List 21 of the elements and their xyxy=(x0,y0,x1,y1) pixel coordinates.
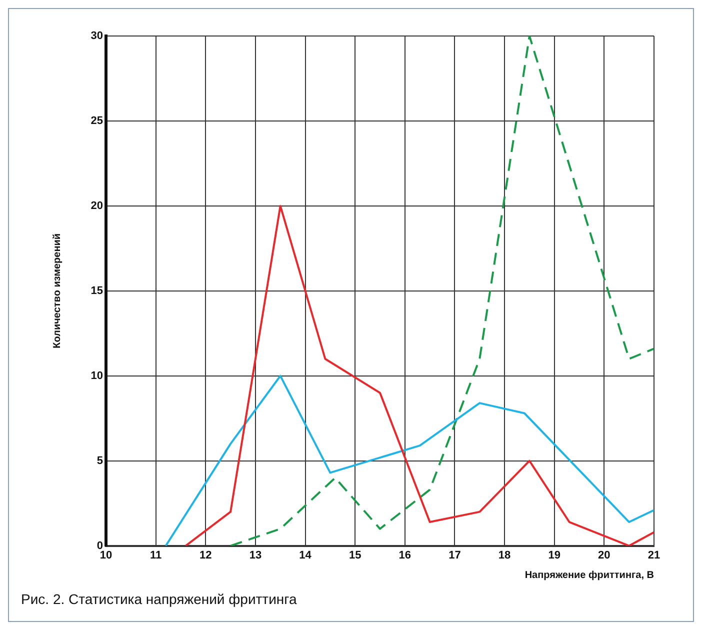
x-tick-label: 16 xyxy=(398,549,412,562)
x-tick-label: 12 xyxy=(200,549,212,562)
x-tick-label: 20 xyxy=(598,549,610,562)
y-axis-title: Количество измерений xyxy=(52,233,63,348)
x-tick-label: 14 xyxy=(299,549,312,562)
y-tick-label: 5 xyxy=(96,454,103,467)
x-tick-label: 15 xyxy=(348,549,362,562)
y-tick-label: 15 xyxy=(90,284,103,297)
y-tick-label: 30 xyxy=(90,30,103,42)
x-tick-label: 13 xyxy=(249,549,262,562)
x-tick-label: 17 xyxy=(448,549,461,562)
x-axis-title: Напряжение фриттинга, В xyxy=(524,570,654,581)
y-tick-label: 25 xyxy=(90,115,103,127)
x-tick-label: 18 xyxy=(498,549,511,562)
y-tick-label: 20 xyxy=(90,200,103,212)
x-tick-label: 11 xyxy=(150,549,162,562)
text: Рис. 2. Статистика напряжений фриттинга xyxy=(20,590,298,609)
y-tick-label: 10 xyxy=(90,370,103,382)
y-tick-label: 0 xyxy=(96,540,103,552)
x-tick-label: 21 xyxy=(648,549,660,562)
x-tick-label: 19 xyxy=(548,549,560,562)
